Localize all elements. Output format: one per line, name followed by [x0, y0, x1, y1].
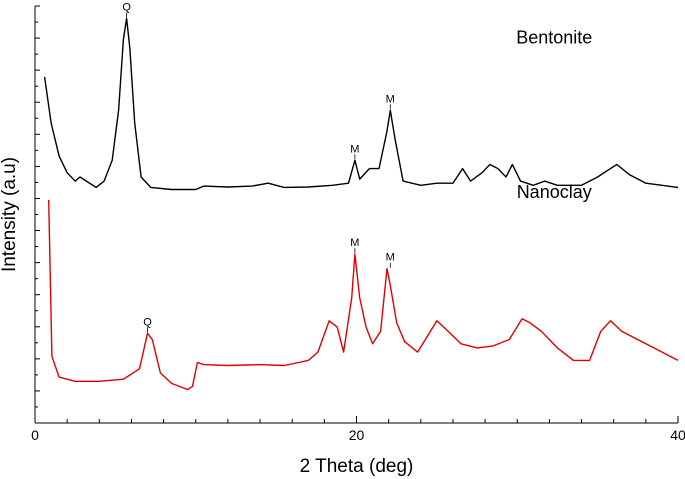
peak-label: M: [386, 93, 395, 105]
x-axis-title: 2 Theta (deg): [300, 456, 414, 477]
x-tick-label: 20: [349, 427, 365, 443]
series-line-nanoclay: [48, 199, 679, 391]
series-line-bentonite: [43, 17, 679, 191]
series-label: Bentonite: [516, 28, 592, 48]
series-layer: [43, 17, 679, 391]
series-label: Nanoclay: [517, 182, 592, 202]
peak-label: M: [350, 143, 359, 155]
peak-label: Q: [122, 2, 131, 14]
y-axis-title: Intensity (a.u): [0, 157, 20, 272]
annotation-layer: Q M M Q M M Bentonite Nanoclay: [122, 2, 592, 333]
x-tick-label: 40: [670, 427, 685, 443]
peak-label: Q: [143, 316, 152, 328]
peak-label: M: [350, 237, 359, 249]
peak-label: M: [386, 252, 395, 264]
axes: 0 20 40: [31, 5, 685, 443]
x-tick-label: 0: [31, 427, 39, 443]
